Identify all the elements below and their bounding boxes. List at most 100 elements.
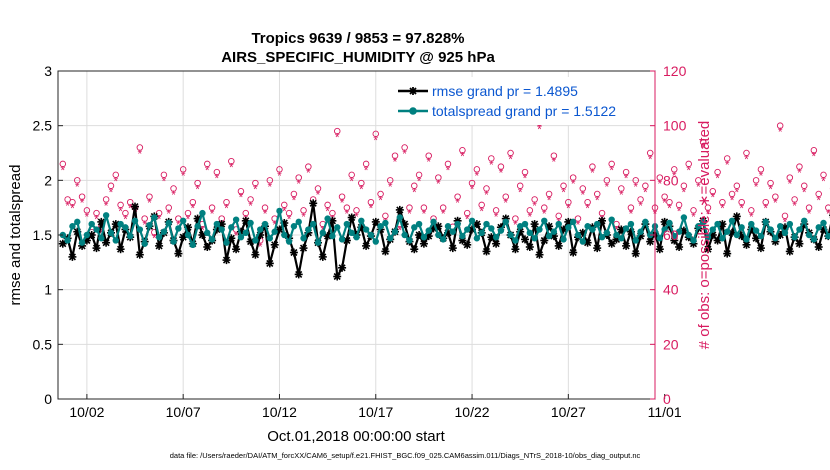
x-tick-label: 10/02 xyxy=(69,404,104,420)
totalspread-point xyxy=(113,237,119,243)
totalspread-point xyxy=(772,235,778,241)
totalspread-point xyxy=(589,226,595,232)
obs-evaluated-point: * xyxy=(402,147,407,161)
chart-title-line1: Tropics 9639 / 9853 = 97.828% xyxy=(251,30,464,47)
rmse-point xyxy=(295,270,303,278)
obs-evaluated-point: * xyxy=(720,202,725,216)
obs-evaluated-point: * xyxy=(787,177,792,191)
x-tick-label: 10/12 xyxy=(262,404,297,420)
obs-evaluated-point: * xyxy=(759,169,764,183)
totalspread-point xyxy=(604,230,610,236)
obs-evaluated-point: * xyxy=(571,177,576,191)
totalspread-point xyxy=(570,219,576,225)
rmse-point xyxy=(68,253,76,261)
obs-evaluated-point: * xyxy=(624,172,629,186)
totalspread-point xyxy=(435,232,441,238)
totalspread-point xyxy=(141,241,147,247)
obs-evaluated-point: * xyxy=(441,207,446,221)
obs-evaluated-point: * xyxy=(566,202,571,216)
totalspread-point xyxy=(618,235,624,241)
obs-evaluated-point: * xyxy=(436,177,441,191)
totalspread-point xyxy=(329,233,335,239)
obs-evaluated-point: * xyxy=(253,183,258,197)
totalspread-point xyxy=(527,230,533,236)
totalspread-point xyxy=(368,232,374,238)
y-right-tick-label: 120 xyxy=(663,63,687,79)
totalspread-point xyxy=(64,237,70,243)
obs-evaluated-point: * xyxy=(619,188,624,202)
totalspread-point xyxy=(127,233,133,239)
totalspread-point xyxy=(89,221,95,227)
obs-evaluated-point: * xyxy=(373,133,378,147)
obs-evaluated-point: * xyxy=(316,188,321,202)
totalspread-point xyxy=(156,234,162,240)
obs-evaluated-point: * xyxy=(508,152,513,166)
totalspread-point xyxy=(387,235,393,241)
obs-evaluated-point: * xyxy=(479,204,484,218)
obs-evaluated-point: * xyxy=(484,188,489,202)
rmse-point xyxy=(815,243,823,251)
obs-evaluated-point: * xyxy=(359,183,364,197)
obs-evaluated-point: * xyxy=(657,177,662,191)
rmse-point xyxy=(632,250,640,258)
obs-evaluated-point: * xyxy=(523,172,528,186)
rmse-point xyxy=(333,273,341,281)
totalspread-point xyxy=(430,219,436,225)
rmse-point xyxy=(319,253,327,261)
obs-evaluated-point: * xyxy=(455,196,460,210)
x-axis-label: Oct.01,2018 00:00:00 start xyxy=(267,428,445,445)
totalspread-point xyxy=(483,221,489,227)
totalspread-point xyxy=(637,229,643,235)
rmse-point xyxy=(723,250,731,258)
obs-evaluated-point: * xyxy=(643,185,648,199)
obs-evaluated-point: * xyxy=(80,196,85,210)
y-right-tick-label: 40 xyxy=(663,282,679,298)
totalspread-point xyxy=(478,230,484,236)
totalspread-point xyxy=(358,218,364,224)
totalspread-point xyxy=(806,232,812,238)
obs-evaluated-point: * xyxy=(422,207,427,221)
rmse-point xyxy=(569,249,577,257)
obs-evaluated-point: * xyxy=(763,202,768,216)
totalspread-point xyxy=(724,229,730,235)
totalspread-point xyxy=(815,224,821,230)
totalspread-point xyxy=(74,219,80,225)
obs-evaluated-point: * xyxy=(301,210,306,224)
rmse-point xyxy=(396,206,404,214)
data-file-footer: data file: /Users/raeder/DAI/ATM_forcXX/… xyxy=(170,451,641,460)
rmse-point xyxy=(203,243,211,251)
totalspread-point xyxy=(243,230,249,236)
obs-evaluated-point: * xyxy=(378,193,383,207)
totalspread-point xyxy=(512,237,518,243)
totalspread-point xyxy=(628,221,634,227)
totalspread-point xyxy=(161,229,167,235)
obs-evaluated-point: * xyxy=(263,207,268,221)
totalspread-point xyxy=(93,226,99,232)
totalspread-point xyxy=(146,222,152,228)
obs-evaluated-point: * xyxy=(812,150,817,164)
totalspread-point xyxy=(310,221,316,227)
totalspread-point xyxy=(426,227,432,233)
totalspread-point xyxy=(681,214,687,220)
obs-evaluated-point: * xyxy=(605,180,610,194)
totalspread-point xyxy=(493,234,499,240)
rmse-point xyxy=(223,256,231,264)
totalspread-point xyxy=(575,232,581,238)
obs-evaluated-point: * xyxy=(609,163,614,177)
y-right-tick-label: 60 xyxy=(663,227,679,243)
totalspread-point xyxy=(170,238,176,244)
totalspread-point xyxy=(98,235,104,241)
totalspread-point xyxy=(416,221,422,227)
rmse-point xyxy=(483,247,491,255)
obs-evaluated-point: * xyxy=(499,166,504,180)
totalspread-point xyxy=(623,225,629,231)
totalspread-point xyxy=(151,214,157,220)
rmse-point xyxy=(232,245,240,253)
rmse-point xyxy=(675,243,683,251)
totalspread-point xyxy=(560,236,566,242)
totalspread-point xyxy=(748,221,754,227)
y-left-tick-label: 0 xyxy=(44,391,52,407)
y-right-tick-label: 20 xyxy=(663,336,679,352)
totalspread-point xyxy=(247,220,253,226)
obs-evaluated-point: * xyxy=(735,185,740,199)
